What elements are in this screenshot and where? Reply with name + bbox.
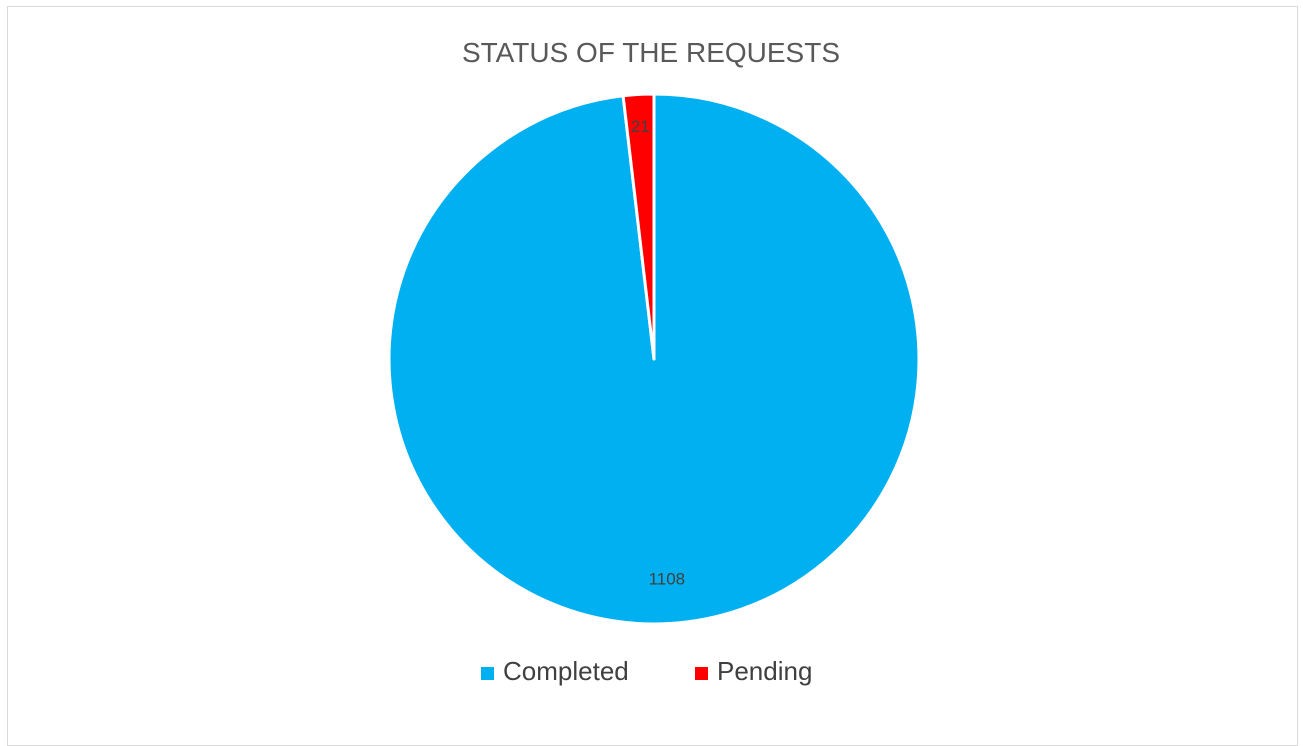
pie-slices bbox=[387, 92, 921, 626]
pie-slice-pending bbox=[621, 92, 656, 361]
legend-item-pending: Pending bbox=[695, 656, 812, 686]
legend: Completed Pending bbox=[481, 656, 812, 686]
legend-swatch-pending bbox=[695, 667, 708, 680]
chart-title: STATUS OF THE REQUESTS bbox=[462, 37, 840, 68]
pie-chart: STATUS OF THE REQUESTS 1108 21 Completed P… bbox=[387, 37, 921, 686]
legend-label-pending: Pending bbox=[717, 656, 812, 686]
legend-item-completed: Completed bbox=[481, 656, 629, 686]
legend-swatch-completed bbox=[481, 667, 494, 680]
legend-label-completed: Completed bbox=[503, 656, 629, 686]
data-label-pending: 21 bbox=[631, 117, 650, 136]
data-label-completed: 1108 bbox=[649, 570, 686, 589]
data-labels: 1108 21 bbox=[631, 117, 685, 588]
